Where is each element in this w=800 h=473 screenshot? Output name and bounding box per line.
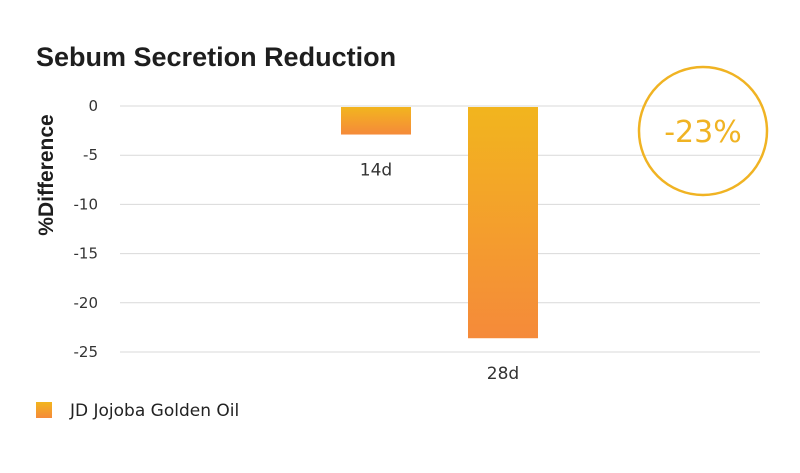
bars — [341, 107, 538, 339]
gridlines — [120, 105, 760, 353]
category-label-14d: 14d — [360, 161, 392, 181]
y-tick-label: -15 — [74, 245, 99, 263]
y-tick-label: -5 — [83, 146, 98, 164]
y-tick-labels: 0 -5 -10 -15 -20 -25 — [74, 97, 99, 361]
y-tick-label: -20 — [74, 294, 99, 312]
legend-label: JD Jojoba Golden Oil — [69, 401, 239, 421]
y-tick-label: -10 — [74, 195, 99, 213]
y-tick-label: -25 — [74, 343, 99, 361]
bar-14d — [341, 107, 411, 135]
callout-label: -23% — [664, 115, 742, 150]
y-axis-label: %Difference — [35, 114, 58, 235]
callout-circle — [637, 65, 769, 197]
bar-28d — [468, 107, 538, 339]
y-tick-label: 0 — [88, 97, 98, 115]
category-label-28d: 28d — [487, 364, 519, 384]
callout: -23% — [637, 65, 769, 197]
chart-title: Sebum Secretion Reduction — [36, 42, 396, 72]
category-labels: 14d 28d — [360, 161, 519, 385]
legend-swatch — [36, 402, 52, 418]
legend: JD Jojoba Golden Oil — [36, 401, 239, 421]
